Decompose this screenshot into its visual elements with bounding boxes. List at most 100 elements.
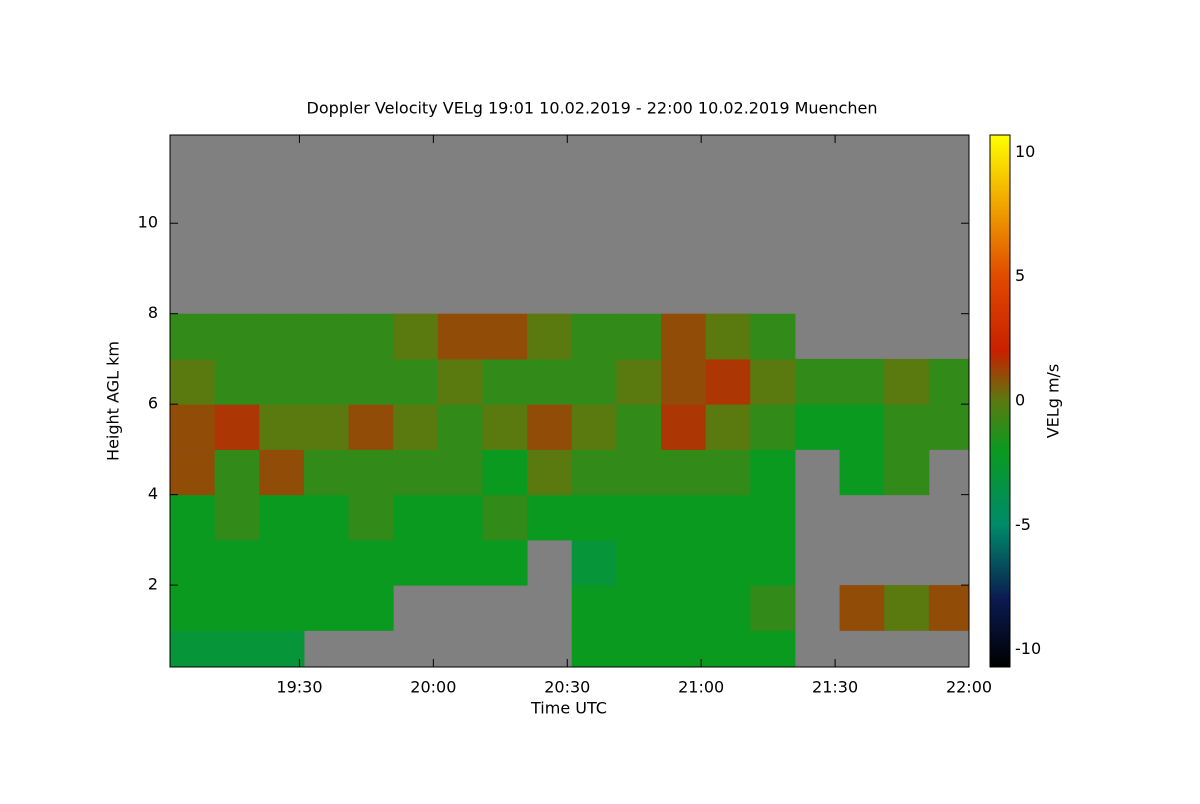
cell (170, 449, 216, 496)
cell (527, 404, 573, 450)
cell (214, 313, 260, 360)
cell (571, 539, 617, 586)
y-axis-label: Height AGL km (104, 341, 123, 461)
cell (750, 494, 796, 541)
cell (661, 449, 707, 496)
cell (214, 630, 260, 667)
cell (661, 585, 707, 631)
y-tick-label: 8 (148, 303, 158, 322)
x-tick-label: 20:00 (410, 678, 456, 697)
cell (214, 449, 260, 496)
cell (750, 585, 796, 631)
cell (170, 585, 216, 631)
cell (303, 494, 350, 541)
cell (661, 494, 707, 541)
cell (214, 494, 260, 541)
colorbar-tick-label: -10 (1015, 639, 1041, 658)
cell (571, 404, 617, 450)
cell (259, 358, 305, 405)
cell (527, 358, 573, 405)
cell (393, 539, 439, 586)
cell (750, 358, 796, 405)
y-tick-label: 6 (148, 394, 158, 413)
cell (259, 449, 305, 496)
cell (571, 449, 617, 496)
cell (661, 358, 707, 405)
cell (303, 585, 350, 631)
colorbar-tick-label: 10 (1015, 142, 1035, 161)
cell (616, 539, 662, 586)
x-tick-label: 21:00 (678, 678, 724, 697)
cell (348, 313, 394, 360)
cell (705, 358, 751, 405)
cell (259, 313, 305, 360)
cell (839, 585, 885, 631)
cell (348, 358, 394, 405)
cell (303, 313, 350, 360)
cell (348, 585, 394, 631)
y-tick-label: 2 (148, 575, 158, 594)
cell (348, 404, 394, 450)
cell (705, 313, 751, 360)
colorbar-tick-label: 5 (1015, 266, 1025, 285)
cell (705, 449, 751, 496)
cell (482, 539, 528, 586)
cell (928, 404, 969, 450)
cell (437, 358, 483, 405)
x-tick-label: 22:00 (946, 678, 992, 697)
cell (482, 449, 528, 496)
cell (482, 404, 528, 450)
cell (750, 539, 796, 586)
cell (571, 358, 617, 405)
cell (571, 585, 617, 631)
cell (884, 585, 930, 631)
cell (661, 539, 707, 586)
chart-title: Doppler Velocity VELg 19:01 10.02.2019 -… (307, 99, 878, 118)
cell (705, 630, 751, 667)
cell (527, 494, 573, 541)
cell (661, 630, 707, 667)
cell (884, 404, 930, 450)
cell (616, 404, 662, 450)
cell (437, 539, 483, 586)
cell (616, 630, 662, 667)
cell (928, 358, 969, 405)
cell (839, 449, 885, 496)
x-tick-label: 20:30 (544, 678, 590, 697)
x-axis-label: Time UTC (530, 699, 607, 718)
cell (750, 313, 796, 360)
cell (482, 494, 528, 541)
cell (348, 539, 394, 586)
cell (616, 313, 662, 360)
colorbar-tick-label: -5 (1015, 515, 1031, 534)
cell (705, 494, 751, 541)
cell (259, 585, 305, 631)
cell (750, 404, 796, 450)
cell (303, 539, 350, 586)
cell (393, 404, 439, 450)
cell (303, 358, 350, 405)
cell (214, 585, 260, 631)
cell (214, 404, 260, 450)
cell (259, 494, 305, 541)
cell (571, 313, 617, 360)
cell (170, 404, 216, 450)
cell (839, 404, 885, 450)
cell (661, 313, 707, 360)
cell (214, 358, 260, 405)
cell (170, 358, 216, 405)
cell (705, 539, 751, 586)
cell (348, 449, 394, 496)
cell (616, 358, 662, 405)
cell (527, 449, 573, 496)
cell (794, 404, 841, 450)
x-tick-label: 21:30 (812, 678, 858, 697)
cell (170, 539, 216, 586)
cell (437, 494, 483, 541)
cell (437, 404, 483, 450)
plot-frame (169, 134, 970, 668)
cell (884, 358, 930, 405)
cell (348, 494, 394, 541)
cell (393, 358, 439, 405)
